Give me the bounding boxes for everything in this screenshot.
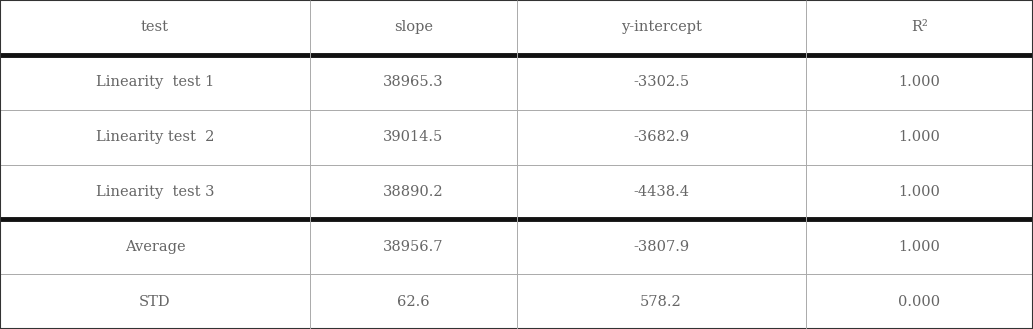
Text: 0.000: 0.000: [899, 294, 940, 309]
Text: 1.000: 1.000: [899, 240, 940, 254]
Text: 38965.3: 38965.3: [383, 75, 443, 89]
Text: 1.000: 1.000: [899, 75, 940, 89]
Text: -3302.5: -3302.5: [633, 75, 689, 89]
Text: 62.6: 62.6: [397, 294, 430, 309]
Text: 38890.2: 38890.2: [383, 185, 443, 199]
Text: 578.2: 578.2: [640, 294, 682, 309]
Text: y-intercept: y-intercept: [621, 20, 701, 35]
Text: Linearity  test 1: Linearity test 1: [96, 75, 214, 89]
Text: 39014.5: 39014.5: [383, 130, 443, 144]
Text: test: test: [140, 20, 169, 35]
Text: R²: R²: [911, 20, 928, 35]
Text: -3682.9: -3682.9: [633, 130, 689, 144]
Text: Linearity  test 3: Linearity test 3: [96, 185, 214, 199]
Text: Average: Average: [125, 240, 185, 254]
Text: 38956.7: 38956.7: [383, 240, 443, 254]
Text: -4438.4: -4438.4: [633, 185, 689, 199]
Text: slope: slope: [394, 20, 433, 35]
Text: STD: STD: [139, 294, 170, 309]
Text: Linearity test  2: Linearity test 2: [96, 130, 214, 144]
Text: -3807.9: -3807.9: [633, 240, 689, 254]
Text: 1.000: 1.000: [899, 185, 940, 199]
Text: 1.000: 1.000: [899, 130, 940, 144]
